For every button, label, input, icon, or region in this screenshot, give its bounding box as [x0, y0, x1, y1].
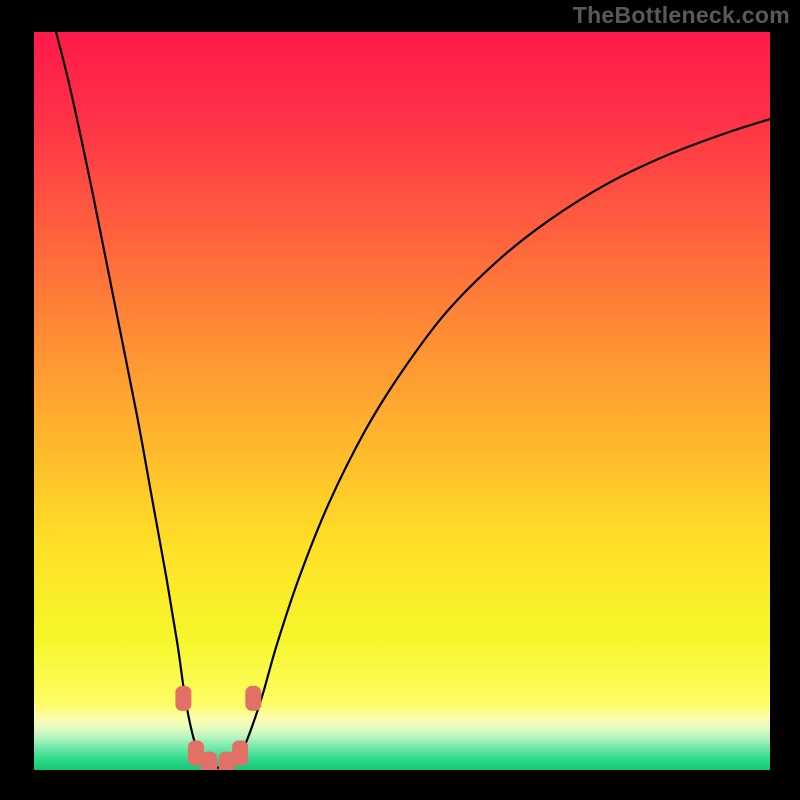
curve-marker	[246, 686, 261, 710]
chart-plot	[34, 32, 770, 770]
chart-outer: TheBottleneck.com	[0, 0, 800, 800]
gradient-background	[34, 32, 770, 770]
watermark-text: TheBottleneck.com	[573, 2, 790, 29]
curve-marker	[176, 686, 191, 710]
curve-marker	[233, 741, 248, 765]
curve-marker	[202, 752, 217, 770]
